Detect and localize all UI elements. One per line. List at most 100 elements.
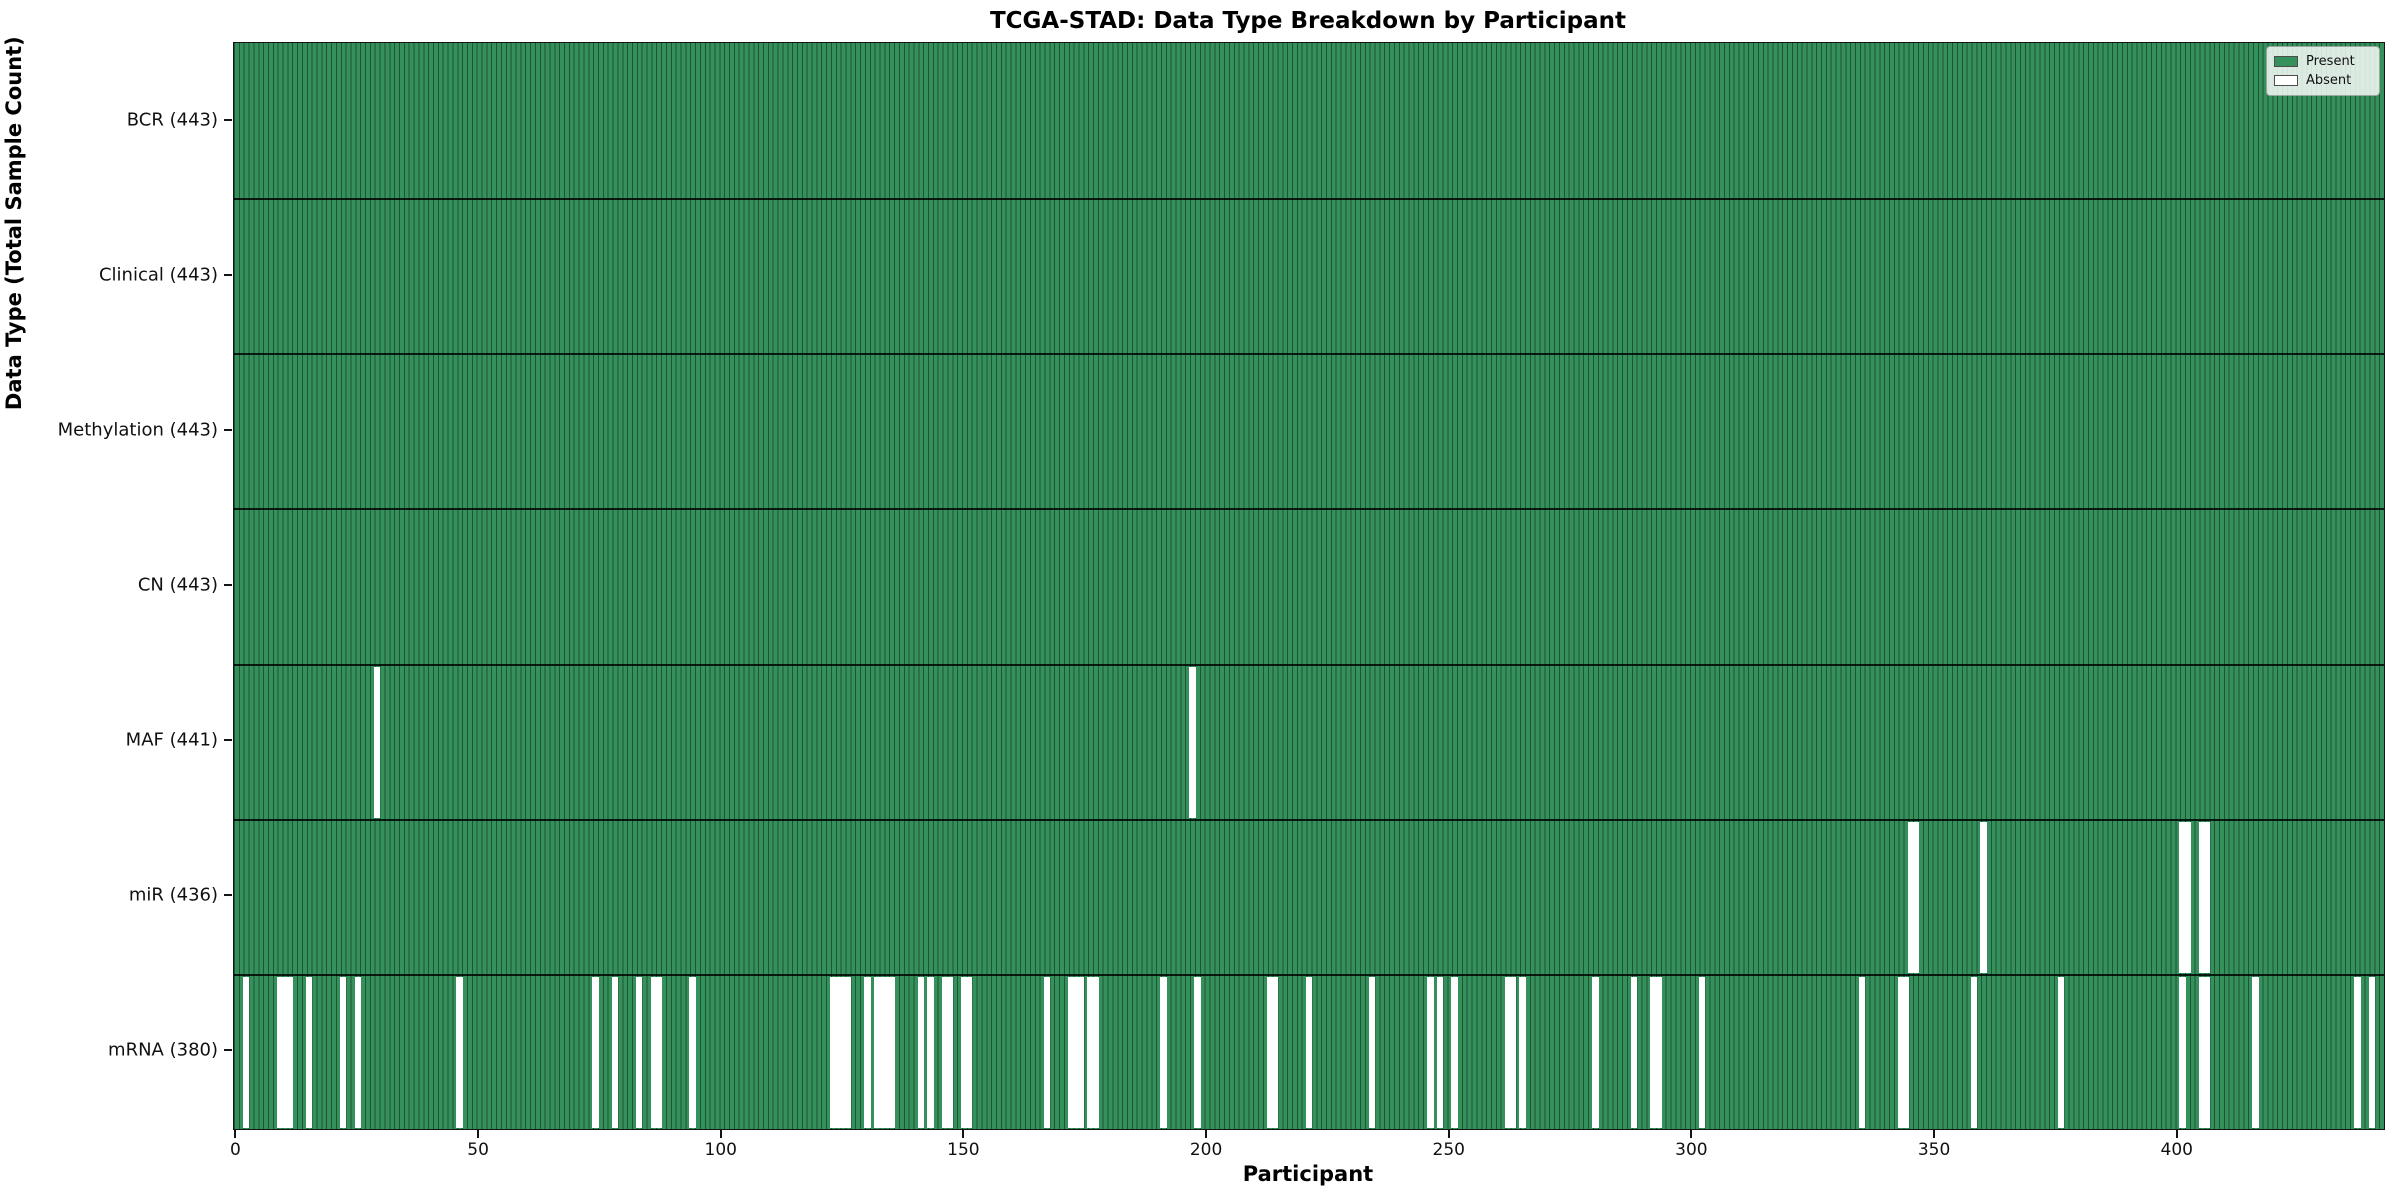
absent-cell-mRNA-177 (1092, 976, 1099, 1128)
row-BCR (234, 43, 2384, 199)
x-tick-label-400: 400 (2160, 1140, 2193, 1160)
absent-cell-mRNA-263 (1509, 976, 1517, 1128)
absent-cell-mRNA-344 (1902, 976, 1910, 1128)
absent-cell-mRNA-86 (650, 976, 658, 1128)
absent-cell-mRNA-405 (2198, 976, 2206, 1128)
absent-cell-mRNA-135 (888, 976, 895, 1128)
x-tick-label-150: 150 (947, 1140, 980, 1160)
absent-cell-mRNA-22 (339, 976, 347, 1128)
absent-cell-mRNA-416 (2252, 976, 2259, 1128)
absent-cell-mRNA-83 (636, 976, 643, 1128)
absent-cell-mRNA-146 (941, 976, 949, 1128)
absent-cell-mRNA-246 (1427, 976, 1434, 1128)
x-tick-label-50: 50 (467, 1140, 489, 1160)
absent-cell-mRNA-437 (2354, 976, 2361, 1128)
absent-cell-mRNA-167 (1043, 976, 1051, 1128)
absent-cell-mRNA-358 (1970, 976, 1978, 1128)
absent-cell-mRNA-10 (281, 976, 289, 1128)
absent-cell-mRNA-248 (1436, 976, 1444, 1128)
absent-cell-mRNA-401 (2179, 976, 2186, 1128)
x-tick-label-300: 300 (1675, 1140, 1708, 1160)
x-tick-mark (477, 1130, 480, 1138)
absent-cell-mRNA-293 (1655, 976, 1662, 1128)
absent-cell-mRNA-302 (1698, 976, 1706, 1128)
absent-cell-miR-406 (2203, 821, 2211, 973)
absent-cell-mRNA-15 (305, 976, 313, 1128)
absent-cell-mRNA-9 (276, 976, 284, 1128)
y-tick-label-MAF: MAF (441) (125, 729, 218, 751)
legend-label-absent: Absent (2306, 73, 2352, 88)
y-tick-mark (224, 584, 232, 586)
absent-cell-mRNA-150 (961, 976, 968, 1128)
plot-area (233, 42, 2385, 1130)
absent-cell-mRNA-292 (1650, 976, 1657, 1128)
absent-cell-mRNA-134 (883, 976, 890, 1128)
absent-cell-mRNA-343 (1897, 976, 1905, 1128)
present-swatch-icon (2274, 56, 2298, 67)
absent-cell-mRNA-280 (1592, 976, 1599, 1128)
absent-cell-mRNA-376 (2058, 976, 2065, 1128)
absent-cell-mRNA-87 (655, 976, 662, 1128)
y-tick-label-CN: CN (443) (137, 574, 218, 596)
absent-cell-mRNA-221 (1305, 976, 1313, 1128)
x-tick-mark (1690, 1130, 1693, 1138)
row-mRNA (234, 973, 2384, 1129)
absent-cell-mRNA-123 (830, 976, 837, 1128)
absent-cell-miR-360 (1980, 821, 1987, 973)
absent-cell-mRNA-262 (1504, 976, 1512, 1128)
absent-cell-mRNA-94 (689, 976, 696, 1128)
absent-cell-mRNA-2 (242, 976, 250, 1128)
absent-cell-mRNA-234 (1368, 976, 1376, 1128)
absent-cell-mRNA-174 (1077, 976, 1085, 1128)
absent-cell-MAF-29 (373, 666, 381, 818)
y-tick-label-mRNA: mRNA (380) (108, 1039, 218, 1061)
absent-cell-mRNA-133 (878, 976, 886, 1128)
x-tick-mark (1933, 1130, 1936, 1138)
x-tick-mark (2175, 1130, 2178, 1138)
x-tick-mark (234, 1130, 237, 1138)
y-tick-label-miR: miR (436) (128, 884, 218, 906)
absent-cell-mRNA-406 (2203, 976, 2211, 1128)
x-tick-mark (719, 1130, 722, 1138)
absent-cell-mRNA-151 (966, 976, 973, 1128)
y-tick-mark (224, 118, 232, 121)
absent-cell-mRNA-173 (1072, 976, 1080, 1128)
absent-cell-mRNA-214 (1271, 976, 1279, 1128)
absent-swatch-icon (2274, 75, 2298, 86)
absent-cell-mRNA-440 (2368, 976, 2376, 1128)
absent-cell-mRNA-143 (927, 976, 934, 1128)
absent-cell-miR-345 (1907, 821, 1915, 973)
absent-cell-mRNA-78 (611, 976, 619, 1128)
y-tick-mark (224, 428, 232, 431)
absent-cell-mRNA-46 (456, 976, 463, 1128)
absent-cell-miR-402 (2184, 821, 2191, 973)
absent-cell-mRNA-124 (835, 976, 842, 1128)
absent-cell-mRNA-132 (873, 976, 881, 1128)
x-tick-mark (1447, 1130, 1450, 1138)
x-tick-label-100: 100 (704, 1140, 737, 1160)
absent-cell-mRNA-130 (864, 976, 871, 1128)
row-Methylation (234, 353, 2384, 509)
row-Clinical (234, 198, 2384, 354)
absent-cell-mRNA-198 (1194, 976, 1201, 1128)
chart-title: TCGA-STAD: Data Type Breakdown by Partic… (989, 8, 1626, 34)
absent-cell-mRNA-176 (1087, 976, 1094, 1128)
absent-cell-mRNA-11 (286, 976, 294, 1128)
absent-cell-mRNA-141 (917, 976, 924, 1128)
y-axis-label: Data Type (Total Sample Count) (2, 36, 26, 411)
y-tick-mark (224, 894, 232, 897)
absent-cell-miR-346 (1912, 821, 1919, 973)
y-tick-mark (224, 1049, 232, 1052)
absent-cell-miR-401 (2179, 821, 2186, 973)
absent-cell-mRNA-265 (1519, 976, 1526, 1128)
absent-cell-mRNA-126 (844, 976, 852, 1128)
y-tick-label-BCR: BCR (443) (126, 109, 218, 131)
x-tick-mark (962, 1130, 965, 1138)
absent-cell-mRNA-288 (1630, 976, 1638, 1128)
absent-cell-mRNA-25 (354, 976, 361, 1128)
y-tick-label-Clinical: Clinical (443) (98, 264, 218, 286)
absent-cell-mRNA-335 (1859, 976, 1866, 1128)
x-tick-label-350: 350 (1917, 1140, 1951, 1160)
absent-cell-mRNA-125 (839, 976, 847, 1128)
absent-cell-miR-405 (2198, 821, 2206, 973)
